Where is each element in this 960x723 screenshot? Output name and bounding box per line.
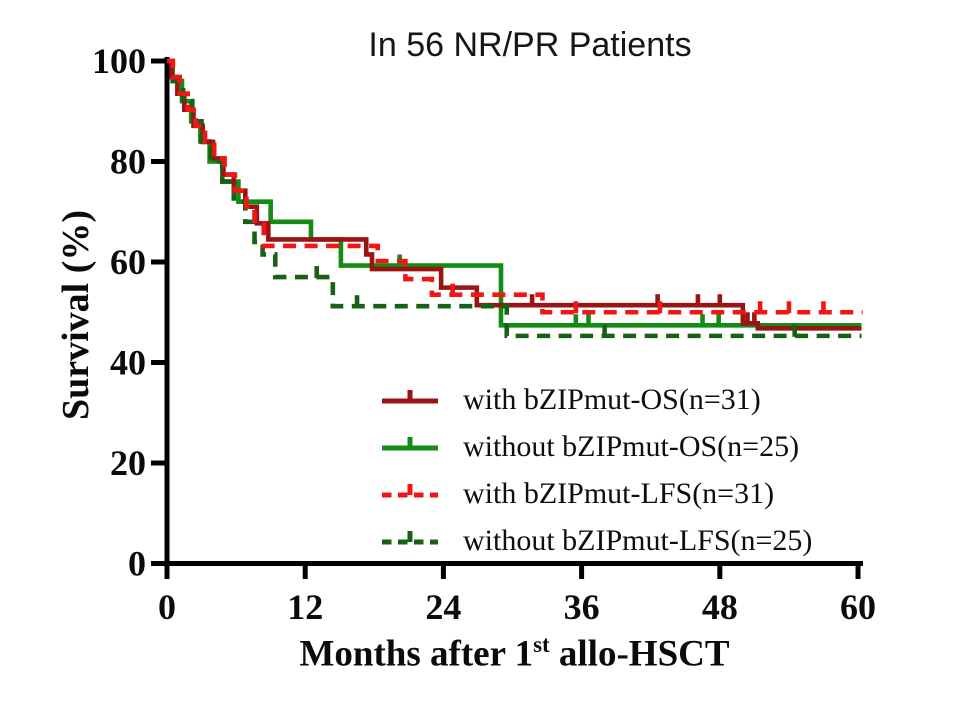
x-tick-label: 24 <box>425 587 461 627</box>
x-tick-label: 12 <box>287 587 323 627</box>
legend-swatch-solid-line-icon <box>382 436 438 450</box>
y-tick-label: 0 <box>128 544 146 584</box>
x-axis-label-superscript: st <box>533 632 550 657</box>
legend-item-with-bzipmut-lfs: with bZIPmut-LFS(n=31) <box>381 470 812 517</box>
legend-label: without bZIPmut-LFS(n=25) <box>463 523 813 557</box>
survival-curve-1 <box>167 58 862 328</box>
legend-swatch-dashed-line-icon <box>382 530 438 544</box>
chart-title: In 56 NR/PR Patients <box>368 26 692 64</box>
x-tick-label: 36 <box>564 587 600 627</box>
legend: with bZIPmut-OS(n=31) without bZIPmut-OS… <box>381 376 812 564</box>
x-axis-label-post: allo-HSCT <box>549 633 730 675</box>
legend-label: with bZIPmut-OS(n=31) <box>463 382 761 416</box>
legend-swatch-solid-line-icon <box>382 389 438 403</box>
x-tick-label: 48 <box>702 587 738 627</box>
legend-swatch-dashed-line-icon <box>382 483 438 497</box>
legend-label: without bZIPmut-OS(n=25) <box>463 429 800 463</box>
x-axis-label-pre: Months after 1 <box>299 633 534 675</box>
y-axis-label: Survival (%) <box>55 209 97 421</box>
y-tick-label: 40 <box>110 343 146 383</box>
survival-curve-0 <box>167 58 862 331</box>
legend-item-with-bzipmut-os: with bZIPmut-OS(n=31) <box>381 376 812 423</box>
y-tick-label: 80 <box>110 142 146 182</box>
x-tick-label: 0 <box>158 587 176 627</box>
legend-item-without-bzipmut-os: without bZIPmut-OS(n=25) <box>381 423 812 470</box>
legend-item-without-bzipmut-lfs: without bZIPmut-LFS(n=25) <box>381 517 812 564</box>
legend-label: with bZIPmut-LFS(n=31) <box>463 476 775 510</box>
y-tick-label: 100 <box>92 41 146 81</box>
survival-curve-2 <box>167 58 863 315</box>
x-axis-label: Months after 1st allo-HSCT <box>167 632 862 675</box>
y-tick-label: 20 <box>110 443 146 483</box>
y-tick-label: 60 <box>110 242 146 282</box>
x-tick-label: 60 <box>840 587 876 627</box>
